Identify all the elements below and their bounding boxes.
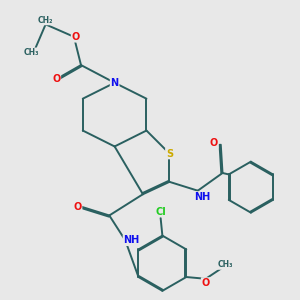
Text: N: N bbox=[111, 78, 119, 88]
Text: S: S bbox=[166, 148, 173, 158]
Text: CH₃: CH₃ bbox=[218, 260, 233, 269]
Text: O: O bbox=[73, 202, 82, 212]
Text: O: O bbox=[202, 278, 210, 288]
Text: O: O bbox=[72, 32, 80, 42]
Text: O: O bbox=[52, 74, 60, 84]
Text: CH₂: CH₂ bbox=[38, 16, 53, 25]
Text: NH: NH bbox=[124, 235, 140, 245]
Text: NH: NH bbox=[194, 192, 210, 202]
Text: Cl: Cl bbox=[155, 207, 166, 217]
Text: CH₃: CH₃ bbox=[24, 48, 39, 57]
Text: O: O bbox=[210, 138, 218, 148]
